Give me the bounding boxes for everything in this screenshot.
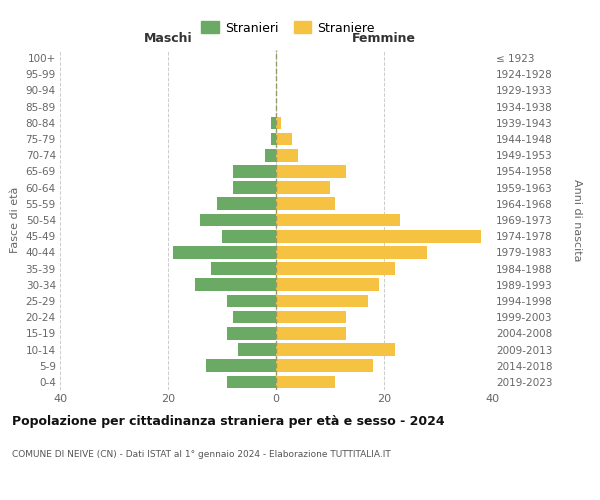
Text: Femmine: Femmine bbox=[352, 32, 416, 45]
Bar bbox=[276, 327, 346, 340]
Legend: Stranieri, Straniere: Stranieri, Straniere bbox=[196, 16, 380, 40]
Y-axis label: Fasce di età: Fasce di età bbox=[10, 187, 20, 253]
Bar bbox=[265, 149, 276, 162]
Bar bbox=[276, 182, 330, 194]
Bar bbox=[271, 132, 276, 145]
Bar bbox=[227, 327, 276, 340]
Bar bbox=[276, 214, 400, 226]
Bar bbox=[276, 376, 335, 388]
Bar bbox=[276, 294, 368, 308]
Text: Maschi: Maschi bbox=[143, 32, 193, 45]
Bar bbox=[276, 343, 395, 356]
Bar bbox=[211, 262, 276, 275]
Y-axis label: Anni di nascita: Anni di nascita bbox=[572, 179, 583, 261]
Bar bbox=[233, 182, 276, 194]
Bar bbox=[276, 278, 379, 291]
Bar bbox=[217, 198, 276, 210]
Text: COMUNE DI NEIVE (CN) - Dati ISTAT al 1° gennaio 2024 - Elaborazione TUTTITALIA.I: COMUNE DI NEIVE (CN) - Dati ISTAT al 1° … bbox=[12, 450, 391, 459]
Bar bbox=[276, 149, 298, 162]
Bar bbox=[173, 246, 276, 258]
Bar bbox=[276, 360, 373, 372]
Bar bbox=[276, 132, 292, 145]
Bar bbox=[238, 343, 276, 356]
Bar bbox=[233, 311, 276, 324]
Bar bbox=[276, 262, 395, 275]
Bar bbox=[276, 311, 346, 324]
Bar bbox=[276, 246, 427, 258]
Bar bbox=[206, 360, 276, 372]
Bar bbox=[200, 214, 276, 226]
Text: Popolazione per cittadinanza straniera per età e sesso - 2024: Popolazione per cittadinanza straniera p… bbox=[12, 415, 445, 428]
Bar bbox=[276, 116, 281, 129]
Bar bbox=[271, 116, 276, 129]
Bar bbox=[276, 230, 481, 242]
Bar bbox=[233, 165, 276, 177]
Bar bbox=[195, 278, 276, 291]
Bar bbox=[276, 198, 335, 210]
Bar bbox=[227, 294, 276, 308]
Bar bbox=[276, 165, 346, 177]
Bar bbox=[222, 230, 276, 242]
Bar bbox=[227, 376, 276, 388]
